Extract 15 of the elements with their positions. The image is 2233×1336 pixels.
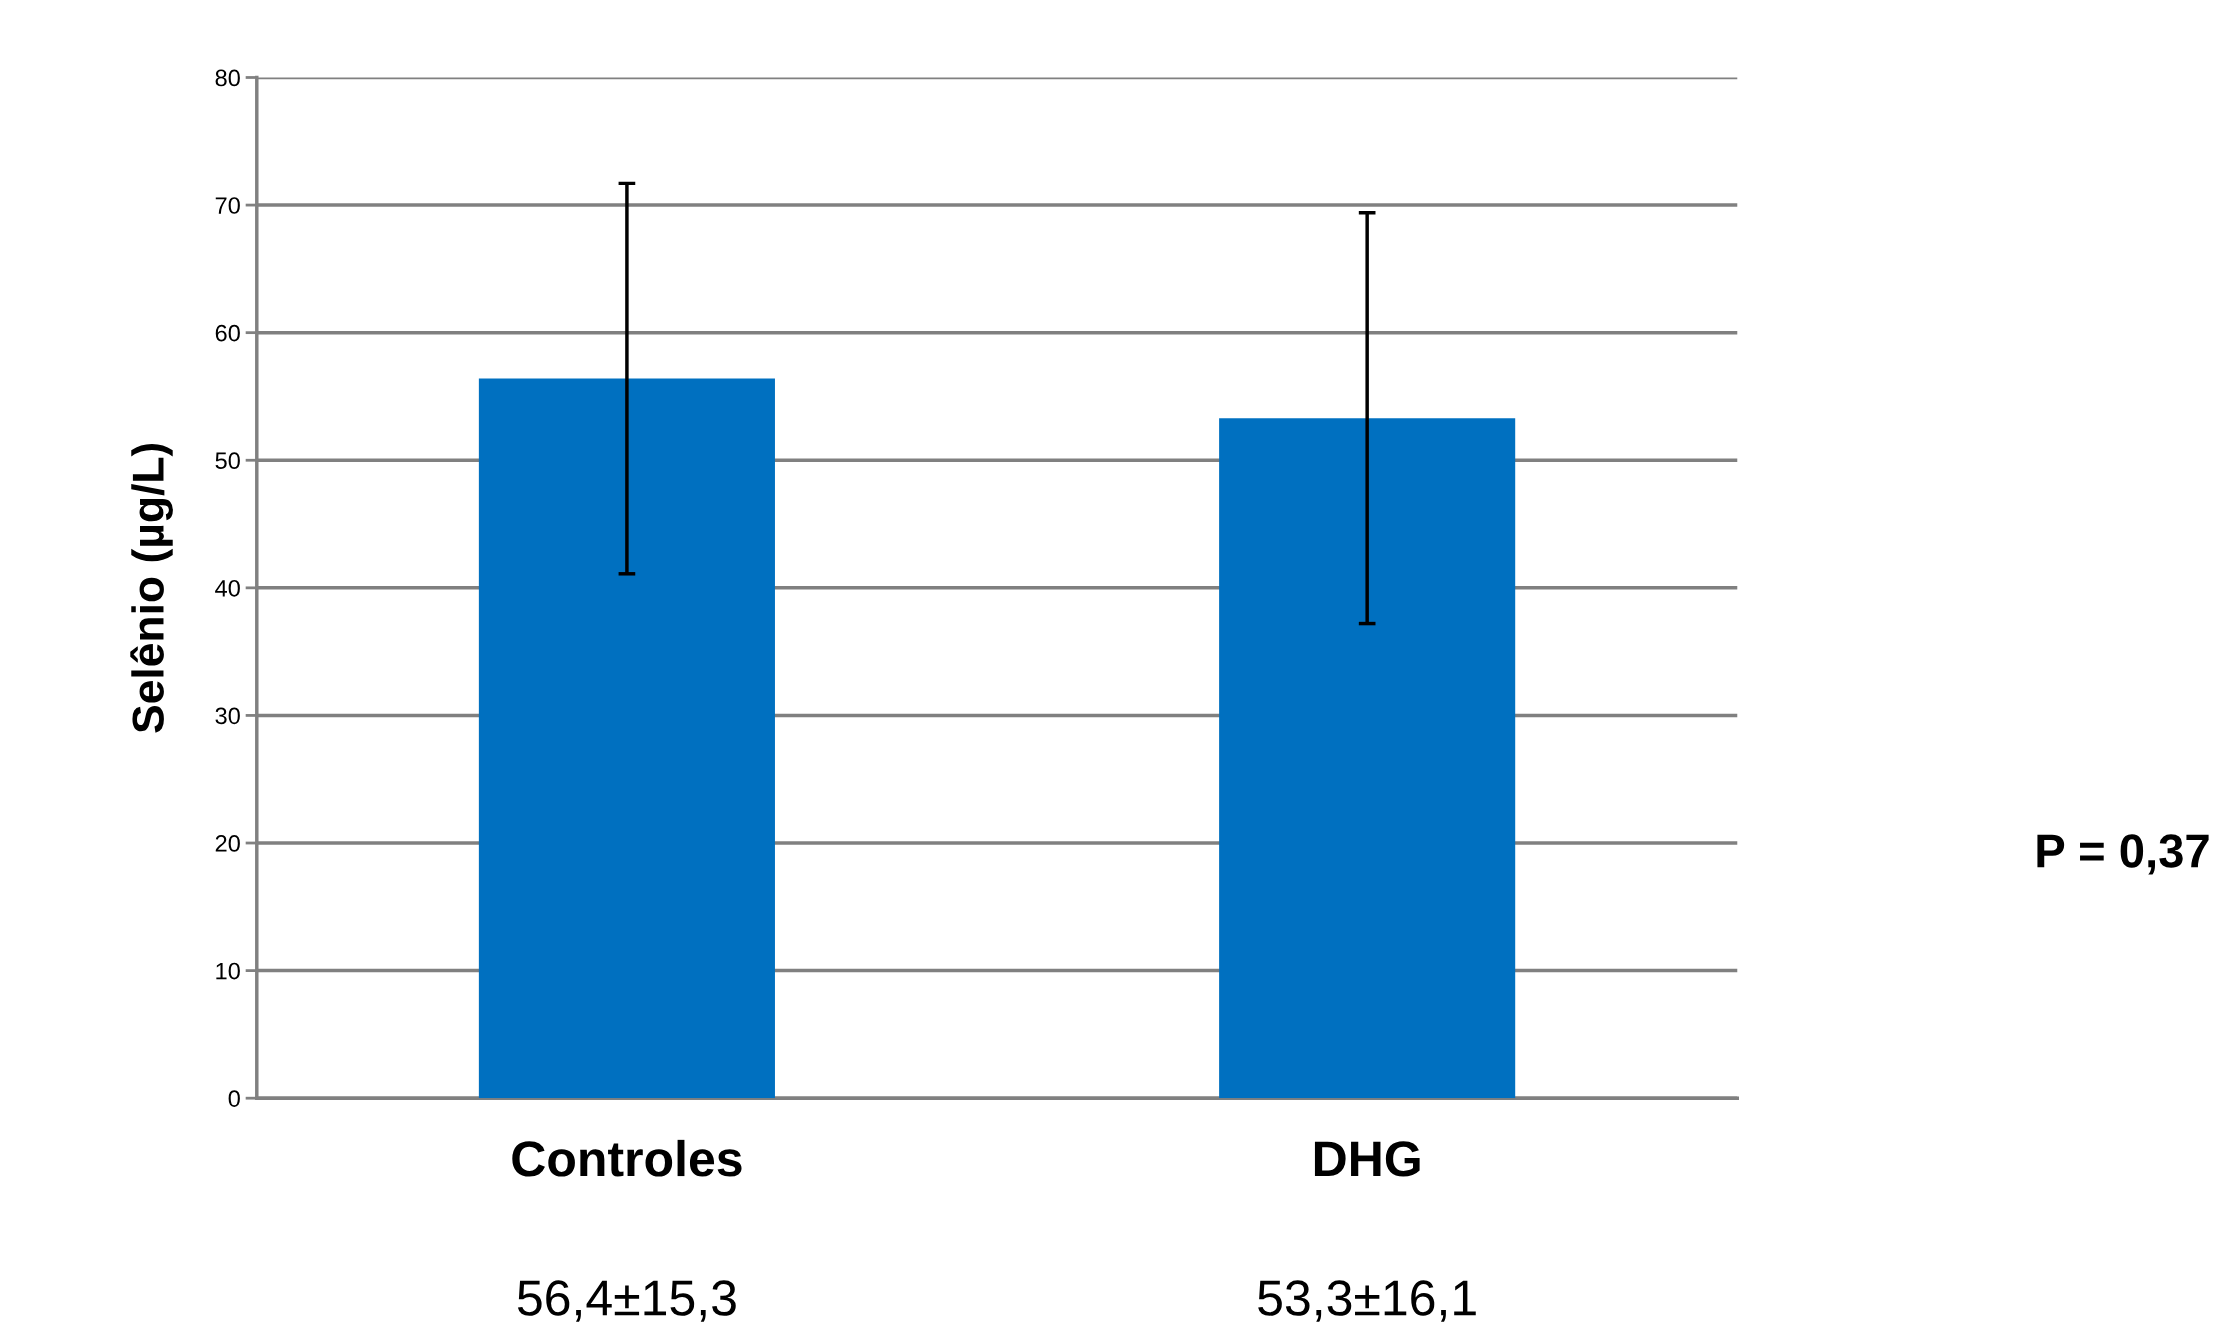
data-label: 56,4±15,3 [517, 1280, 736, 1322]
y-tick-label: 60 [215, 324, 240, 342]
y-tick-label: 40 [215, 579, 240, 597]
y-tick-label: 30 [215, 707, 240, 725]
y-tick-label: 70 [215, 197, 240, 214]
text: P = 0,37 [2037, 834, 2209, 875]
y-tick-label: 10 [216, 962, 240, 980]
y-tick-label: 50 [215, 452, 240, 470]
y-axis-title: Selênio (µg/L) [130, 443, 173, 733]
y-tick-label: 20 [215, 835, 240, 852]
x-tick-label: DHG [1314, 1141, 1420, 1177]
data-label: 53,3±16,1 [1258, 1280, 1476, 1322]
y-tick-label: 80 [215, 69, 240, 87]
y-tick-label: 0 [228, 1090, 240, 1107]
x-tick-label: Controles [512, 1139, 742, 1177]
